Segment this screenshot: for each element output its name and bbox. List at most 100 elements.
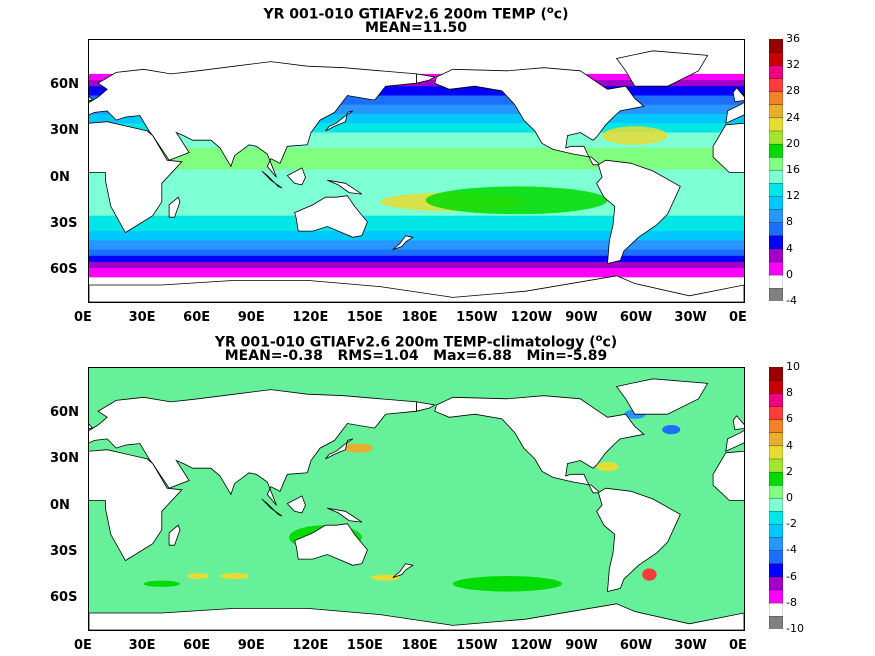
temp-band: [89, 172, 744, 177]
x-tick-label: 0E: [74, 310, 92, 325]
temp-band: [89, 215, 744, 220]
temp-band: [89, 157, 744, 161]
temp-band: [89, 169, 744, 174]
land-eurasia: [89, 61, 417, 178]
land-antarctica: [89, 603, 744, 630]
x-tick-label: 60W: [619, 310, 653, 325]
colorbar-label: 0: [786, 491, 793, 504]
temp-band: [89, 228, 744, 232]
colorbar-swatch: [769, 576, 783, 591]
x-tick-label: 90E: [237, 638, 265, 653]
x-tick-label: 0E: [74, 638, 92, 653]
temp-band: [89, 231, 744, 235]
x-tick-label: 90E: [237, 310, 265, 325]
temp-band: [89, 261, 744, 266]
x-tick-label: 0E: [729, 310, 747, 325]
temp-band: [89, 113, 744, 118]
colorbar-swatch: [769, 602, 783, 617]
temp-band: [89, 126, 744, 130]
land-chukotka: [416, 73, 436, 84]
temp-band: [89, 160, 744, 164]
land-uk: [89, 95, 94, 101]
land-sumatra: [261, 498, 283, 517]
temp-band: [89, 98, 744, 103]
x-tick-label: 90W: [565, 310, 598, 325]
temp-band: [89, 138, 744, 143]
temp-band: [89, 43, 744, 47]
colorbar-label: 28: [786, 84, 800, 98]
x-tick-label: 150E: [346, 310, 383, 325]
panel2-colorbar: [769, 367, 783, 629]
panel2-map: [88, 367, 745, 631]
temp-band: [89, 280, 744, 285]
warm-pool: [425, 186, 608, 215]
land-greenland: [615, 378, 709, 415]
colorbar-swatch: [769, 458, 783, 473]
land-africa: [89, 121, 183, 234]
x-tick-label: 30W: [674, 638, 707, 653]
temp-band: [89, 209, 744, 214]
y-tick-label: 0N: [50, 497, 70, 513]
temp-band: [89, 40, 744, 44]
temp-band: [89, 243, 744, 248]
temp-band: [89, 218, 744, 223]
temp-band: [89, 246, 744, 251]
panel2-map-svg: [89, 378, 744, 630]
colorbar-swatch: [769, 130, 783, 145]
land-eurasia-wrap: [725, 102, 744, 124]
colorbar-label: -10: [786, 622, 804, 635]
colorbar-label: 12: [786, 189, 800, 203]
land-south-america: [596, 159, 681, 265]
colorbar-swatch: [769, 117, 783, 132]
colorbar-swatch: [769, 537, 783, 551]
temp-band: [89, 110, 744, 115]
colorbar-swatch: [769, 615, 783, 629]
anomaly-spot: [220, 572, 250, 580]
land-uk: [89, 423, 94, 429]
colorbar-swatch: [769, 419, 783, 433]
land-madagascar: [168, 196, 181, 218]
panel1-map-svg: [89, 40, 744, 302]
anomaly-spot: [343, 443, 373, 453]
temp-band: [89, 258, 744, 263]
colorbar-label: 36: [786, 32, 800, 45]
land-japan: [325, 438, 354, 460]
y-tick-label: 60N: [50, 405, 79, 421]
temp-band: [89, 191, 744, 195]
colorbar-swatch: [769, 235, 783, 250]
colorbar-swatch: [769, 65, 783, 79]
panel2-title-sup: o: [595, 333, 603, 344]
land-eurasia-wrap: [725, 430, 744, 452]
land-antarctica: [89, 275, 744, 302]
temp-band: [89, 265, 744, 269]
colorbar-swatch: [769, 563, 783, 578]
temp-band: [89, 107, 744, 112]
x-tick-label: 150E: [346, 638, 383, 653]
colorbar-label: -4: [786, 543, 797, 557]
land-australia: [294, 523, 368, 566]
panel1-title: YR 001-010 GTIAFv2.6 200m TEMP (oc): [88, 3, 744, 23]
x-tick-label: 30E: [128, 310, 156, 325]
x-tick-label: 30W: [674, 310, 707, 325]
colorbar-swatch: [769, 484, 783, 499]
warm-pool: [602, 126, 668, 145]
temp-band: [89, 268, 744, 272]
colorbar-swatch: [769, 432, 783, 447]
colorbar-swatch: [769, 91, 783, 105]
colorbar-swatch: [769, 471, 783, 486]
panel1-subtitle: MEAN=11.50: [364, 20, 468, 36]
x-tick-label: 90W: [565, 638, 598, 653]
x-tick-label: 150W: [456, 638, 498, 653]
land-north-america: [434, 67, 645, 166]
temp-band: [89, 120, 744, 124]
temp-band: [89, 277, 744, 281]
temp-band: [89, 289, 744, 294]
x-tick-label: 120W: [510, 638, 553, 653]
temp-band: [89, 61, 744, 66]
land-greenland: [615, 50, 709, 87]
temp-band: [89, 89, 744, 93]
x-tick-label: 120E: [292, 638, 329, 653]
colorbar-label: 2: [786, 464, 793, 478]
temp-band: [89, 175, 744, 180]
anomaly-spot: [596, 462, 619, 472]
